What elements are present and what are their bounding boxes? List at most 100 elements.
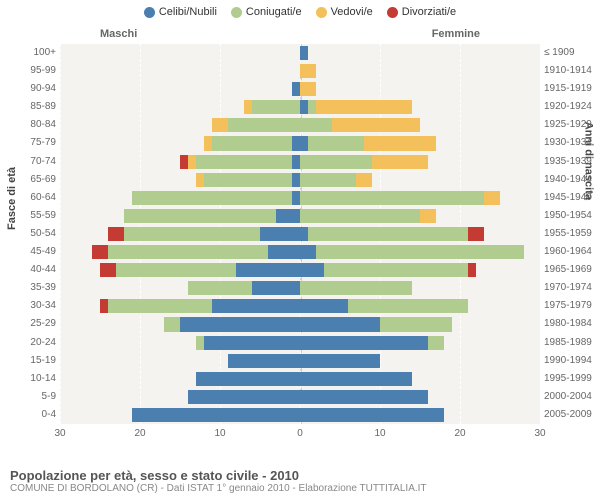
- y-label-birth: 1940-1944: [544, 171, 600, 189]
- bar-segment: [300, 173, 356, 187]
- y-label-birth: 1945-1949: [544, 189, 600, 207]
- bar-segment: [244, 100, 252, 114]
- bar-male: [124, 209, 300, 223]
- bar-male: [132, 408, 300, 422]
- y-label-birth: 1995-1999: [544, 370, 600, 388]
- bar-row: [60, 261, 540, 279]
- chart-footer: Popolazione per età, sesso e stato civil…: [10, 468, 590, 494]
- bar-segment: [252, 281, 300, 295]
- bar-segment: [188, 281, 252, 295]
- bar-segment: [300, 191, 484, 205]
- bar-segment: [300, 155, 372, 169]
- bar-female: [300, 245, 524, 259]
- y-label-birth: 1930-1934: [544, 134, 600, 152]
- bar-segment: [92, 245, 108, 259]
- y-label-birth: 1985-1989: [544, 334, 600, 352]
- y-label-birth: 1910-1914: [544, 62, 600, 80]
- bar-segment: [300, 354, 380, 368]
- y-label-birth: 1915-1919: [544, 80, 600, 98]
- chart-subtitle: COMUNE DI BORDOLANO (CR) - Dati ISTAT 1°…: [10, 483, 590, 494]
- chart-container: Celibi/Nubili Coniugati/e Vedovi/e Divor…: [0, 0, 600, 500]
- y-label-age: 80-84: [0, 116, 56, 134]
- legend: Celibi/Nubili Coniugati/e Vedovi/e Divor…: [0, 0, 600, 18]
- y-label-age: 70-74: [0, 153, 56, 171]
- bar-female: [300, 263, 476, 277]
- y-label-birth: 1935-1939: [544, 153, 600, 171]
- x-tick-label: 30: [54, 428, 65, 439]
- bar-male: [108, 227, 300, 241]
- bar-segment: [116, 263, 236, 277]
- bar-segment: [100, 299, 108, 313]
- y-label-birth: 1955-1959: [544, 225, 600, 243]
- bar-female: [300, 136, 436, 150]
- x-tick-label: 10: [214, 428, 225, 439]
- y-label-age: 15-19: [0, 352, 56, 370]
- bar-female: [300, 64, 316, 78]
- x-tick-label: 20: [134, 428, 145, 439]
- bar-row: [60, 62, 540, 80]
- gridline: [540, 44, 541, 424]
- bar-segment: [420, 209, 436, 223]
- y-label-birth: 1920-1924: [544, 98, 600, 116]
- bar-segment: [428, 336, 444, 350]
- bar-segment: [300, 336, 428, 350]
- bar-segment: [188, 390, 300, 404]
- bar-segment: [196, 155, 292, 169]
- bar-segment: [300, 263, 324, 277]
- legend-item-widowed: Vedovi/e: [316, 6, 373, 18]
- legend-label: Celibi/Nubili: [159, 6, 217, 18]
- bar-female: [300, 281, 412, 295]
- bar-female: [300, 299, 468, 313]
- bar-segment: [484, 191, 500, 205]
- bar-female: [300, 100, 412, 114]
- y-label-birth: 1980-1984: [544, 315, 600, 333]
- bar-segment: [132, 191, 292, 205]
- bar-segment: [316, 100, 412, 114]
- bar-row: [60, 225, 540, 243]
- bar-row: [60, 189, 540, 207]
- bar-row: [60, 98, 540, 116]
- bar-segment: [204, 173, 292, 187]
- y-label-age: 0-4: [0, 406, 56, 424]
- bar-female: [300, 336, 444, 350]
- y-label-birth: 1960-1964: [544, 243, 600, 261]
- bar-female: [300, 372, 412, 386]
- bar-segment: [300, 46, 308, 60]
- y-label-age: 55-59: [0, 207, 56, 225]
- bar-segment: [228, 118, 300, 132]
- bar-male: [212, 118, 300, 132]
- bar-segment: [204, 336, 300, 350]
- bar-female: [300, 82, 316, 96]
- y-axis-left: 100+95-9990-9485-8980-8475-7970-7465-696…: [0, 44, 56, 424]
- bar-segment: [228, 354, 300, 368]
- bar-male: [92, 245, 300, 259]
- bar-segment: [308, 136, 364, 150]
- y-label-age: 75-79: [0, 134, 56, 152]
- bar-female: [300, 173, 372, 187]
- bar-segment: [300, 64, 316, 78]
- bar-segment: [300, 372, 412, 386]
- bar-segment: [300, 118, 332, 132]
- y-label-age: 95-99: [0, 62, 56, 80]
- bar-segment: [324, 263, 468, 277]
- y-label-age: 35-39: [0, 279, 56, 297]
- bar-segment: [300, 209, 420, 223]
- y-label-age: 90-94: [0, 80, 56, 98]
- bar-row: [60, 207, 540, 225]
- legend-item-married: Coniugati/e: [231, 6, 302, 18]
- bar-row: [60, 243, 540, 261]
- bar-male: [100, 263, 300, 277]
- y-label-birth: 1990-1994: [544, 352, 600, 370]
- x-tick-label: 20: [454, 428, 465, 439]
- y-label-age: 45-49: [0, 243, 56, 261]
- bar-row: [60, 370, 540, 388]
- bar-row: [60, 406, 540, 424]
- x-tick-label: 30: [534, 428, 545, 439]
- bar-row: [60, 116, 540, 134]
- bar-female: [300, 155, 428, 169]
- bar-row: [60, 334, 540, 352]
- bar-segment: [372, 155, 428, 169]
- chart-title: Popolazione per età, sesso e stato civil…: [10, 468, 590, 483]
- bar-segment: [292, 191, 300, 205]
- bar-segment: [468, 227, 484, 241]
